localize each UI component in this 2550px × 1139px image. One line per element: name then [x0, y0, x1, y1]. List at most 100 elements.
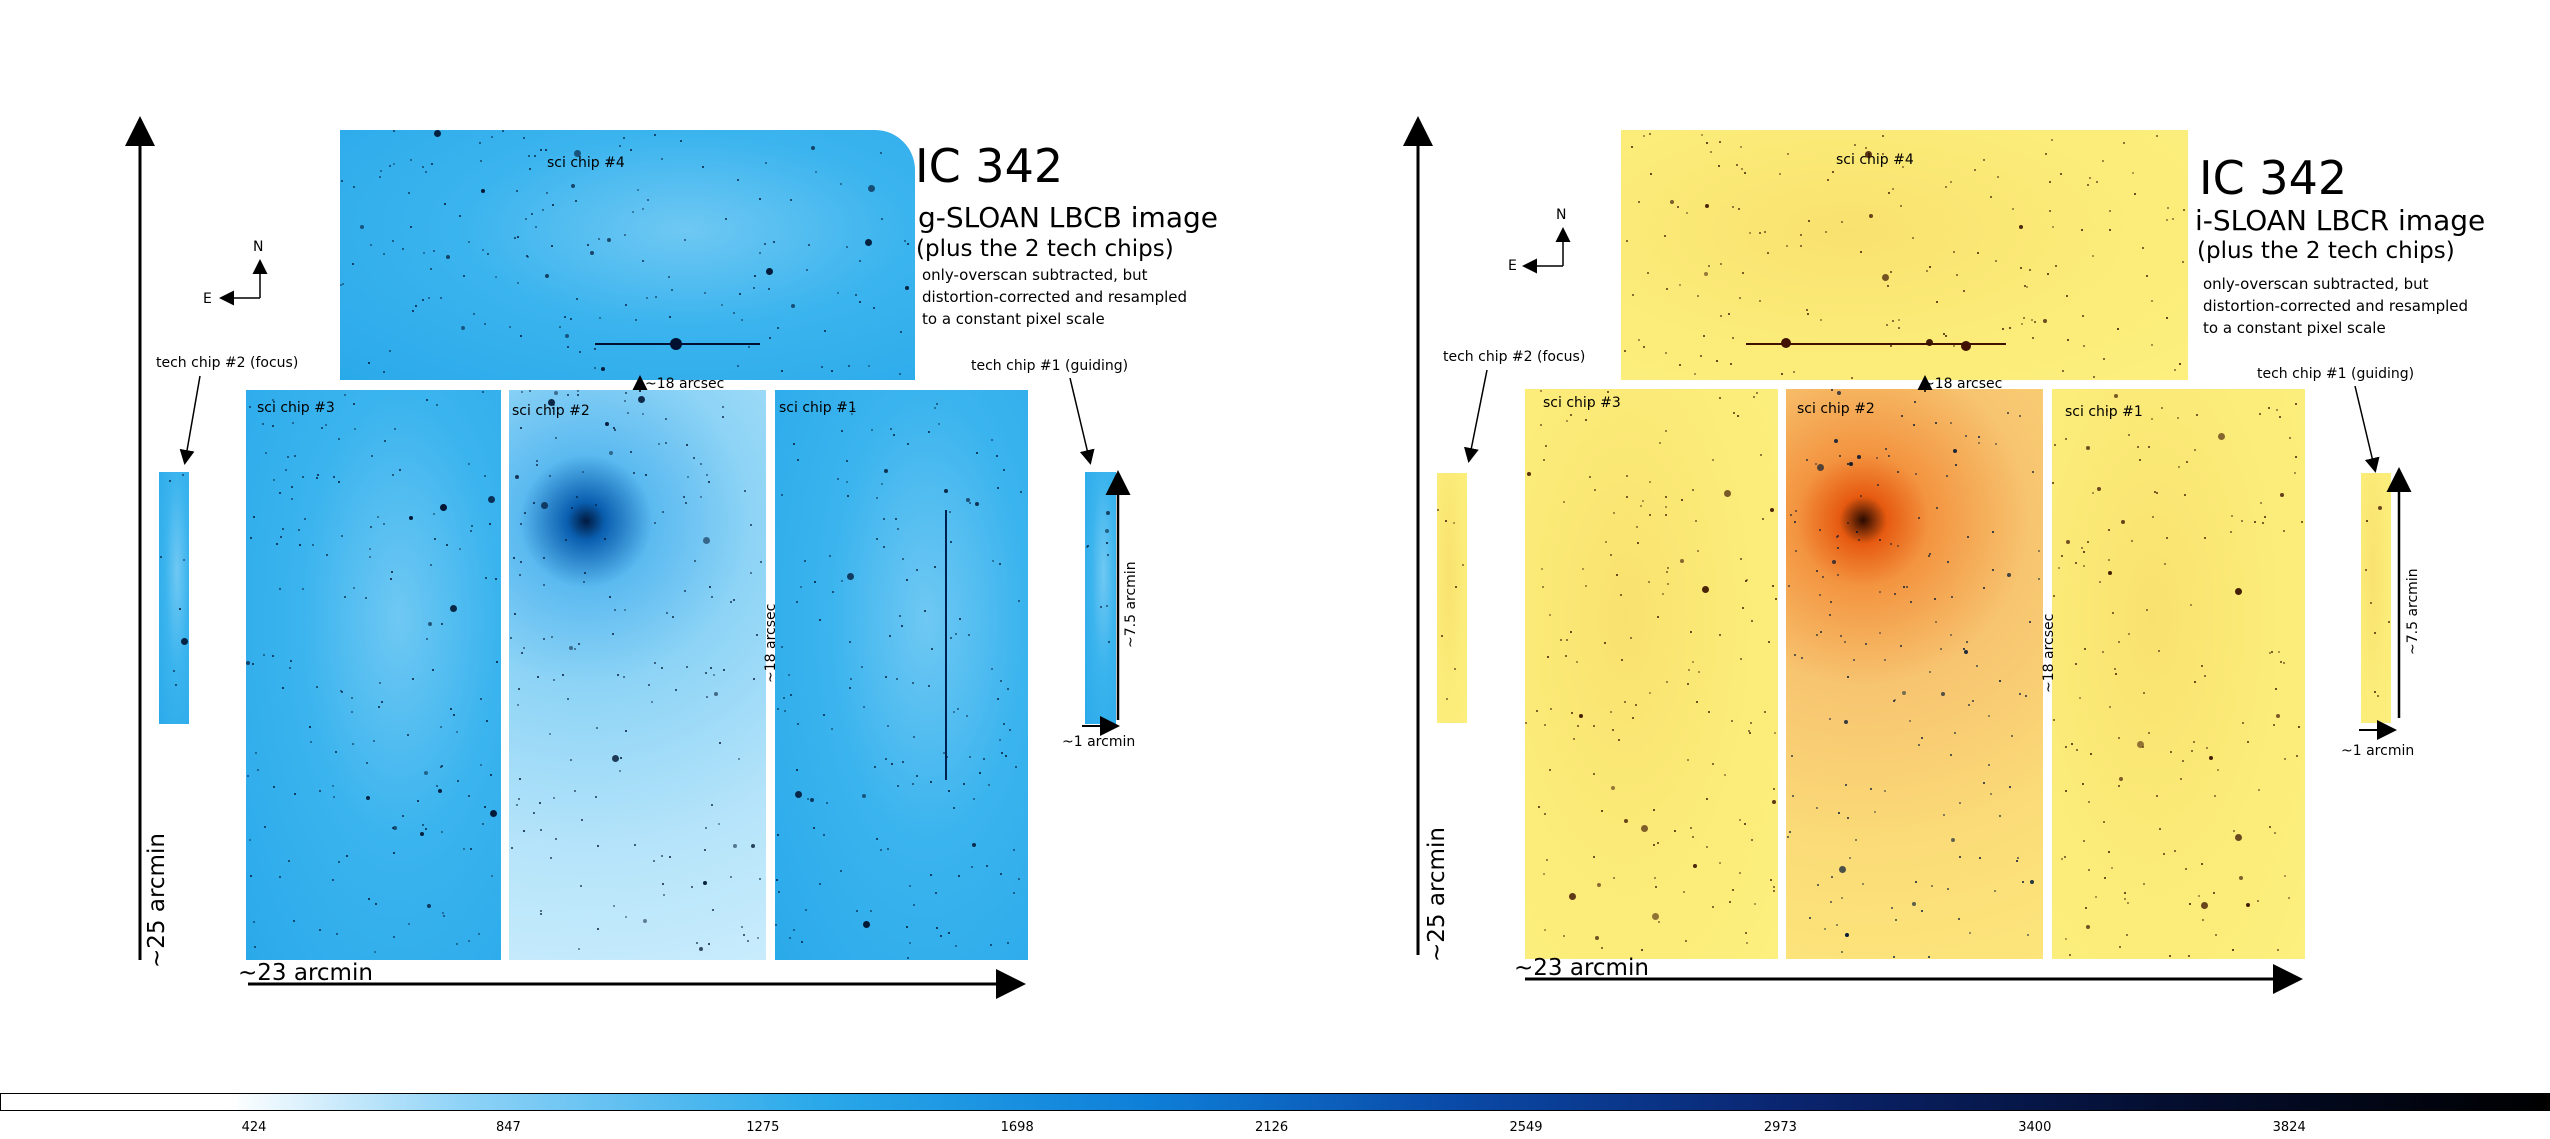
star	[545, 274, 549, 278]
star	[633, 472, 635, 474]
star	[520, 561, 522, 563]
star	[569, 646, 573, 650]
star	[517, 282, 519, 284]
star	[1844, 720, 1848, 724]
star	[446, 255, 450, 259]
star	[1680, 559, 1684, 563]
star	[1876, 457, 1878, 459]
star	[1577, 725, 1579, 727]
star	[1815, 463, 1817, 465]
star	[624, 234, 626, 236]
star	[648, 684, 650, 686]
star	[424, 771, 428, 775]
star	[2030, 880, 2034, 884]
star	[2096, 181, 2098, 183]
star	[1990, 196, 1992, 198]
star	[1616, 574, 1618, 576]
star	[983, 758, 985, 760]
star	[764, 243, 766, 245]
star	[1816, 807, 1818, 809]
star	[1446, 698, 1448, 700]
star	[2174, 369, 2176, 371]
star	[2102, 160, 2104, 162]
star	[710, 667, 712, 669]
star	[1953, 449, 1957, 453]
star	[1773, 886, 1775, 888]
star	[316, 686, 318, 688]
star	[513, 557, 515, 559]
star	[711, 804, 713, 806]
star	[1649, 514, 1651, 516]
star	[1604, 642, 1606, 644]
star	[811, 146, 815, 150]
star	[2024, 285, 2026, 287]
star	[900, 331, 902, 333]
star	[2126, 934, 2128, 936]
star	[1966, 641, 1968, 643]
annotation-arrows	[1403, 116, 2412, 994]
star	[2239, 876, 2243, 880]
star	[2201, 665, 2203, 667]
star	[1751, 839, 1753, 841]
star	[265, 452, 267, 454]
star	[1666, 571, 1668, 573]
star	[375, 903, 377, 905]
star	[490, 774, 492, 776]
star	[491, 875, 493, 877]
star	[607, 238, 611, 242]
star	[1894, 593, 1896, 595]
star	[642, 260, 644, 262]
star	[705, 827, 707, 829]
star	[1847, 817, 1849, 819]
star	[1857, 455, 1861, 459]
star	[2280, 661, 2282, 663]
star	[2246, 903, 2250, 907]
star	[1641, 949, 1643, 951]
star	[2235, 834, 2242, 841]
star	[797, 723, 799, 725]
star	[583, 581, 585, 583]
star	[1641, 825, 1648, 832]
star	[250, 875, 252, 877]
star	[963, 783, 965, 785]
star	[855, 294, 857, 296]
star	[2081, 229, 2083, 231]
star	[865, 239, 872, 246]
star	[1841, 897, 1843, 899]
star	[1745, 580, 1747, 582]
star	[2055, 265, 2057, 267]
star	[550, 857, 552, 859]
star	[554, 391, 558, 395]
star	[608, 161, 610, 163]
star	[668, 276, 670, 278]
star	[647, 199, 649, 201]
star	[441, 765, 443, 767]
star	[1621, 659, 1623, 661]
star	[426, 638, 428, 640]
star	[1706, 846, 1708, 848]
star	[958, 875, 960, 877]
star	[2182, 760, 2184, 762]
star	[1882, 274, 1889, 281]
star	[1015, 766, 1017, 768]
star	[1941, 692, 1945, 696]
star	[2082, 783, 2084, 785]
star	[1945, 186, 1947, 188]
star	[2198, 895, 2200, 897]
star	[567, 394, 569, 396]
star	[793, 443, 795, 445]
star	[548, 399, 555, 406]
star	[533, 502, 535, 504]
star	[415, 305, 417, 307]
star	[1929, 266, 1931, 268]
star	[2193, 741, 2195, 743]
star	[562, 674, 564, 676]
star	[2088, 869, 2090, 871]
star	[1995, 443, 1997, 445]
star	[253, 921, 255, 923]
star	[2108, 529, 2110, 531]
star	[516, 190, 518, 192]
sci-chip-1-image: sci chip #1	[775, 390, 1028, 960]
star	[2164, 563, 2166, 565]
star	[351, 697, 353, 699]
